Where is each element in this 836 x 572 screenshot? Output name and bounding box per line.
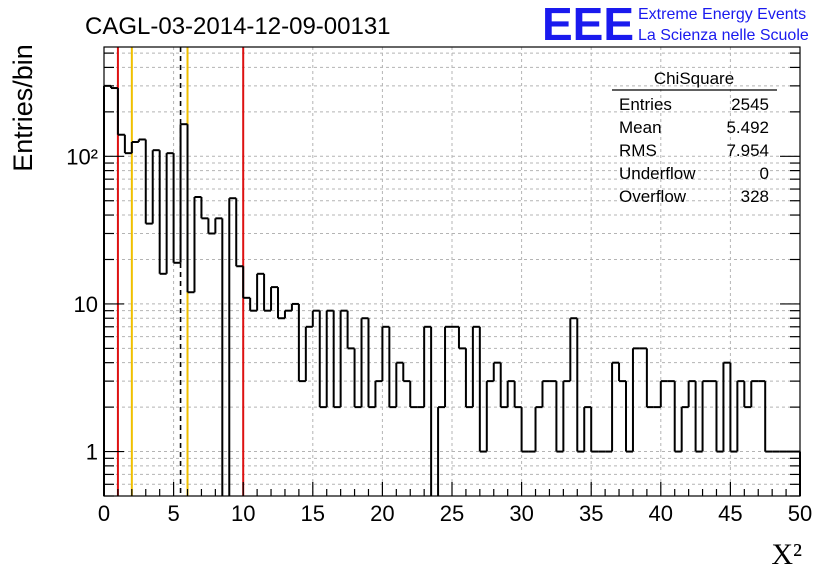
- logo-line-1: Extreme Energy Events: [638, 6, 806, 23]
- grid: [104, 47, 800, 497]
- stats-row-value: 328: [741, 187, 769, 206]
- stats-row-value: 0: [760, 164, 769, 183]
- stats-row-value: 5.492: [726, 118, 769, 137]
- stats-row-value: 7.954: [726, 141, 769, 160]
- x-tick-label: 20: [370, 501, 394, 526]
- x-tick-label: 15: [301, 501, 325, 526]
- y-tick-label: 10: [74, 292, 98, 317]
- stats-box-title: ChiSquare: [654, 69, 734, 88]
- logo-mark: EEE: [542, 0, 634, 50]
- logo-line-2: La Scienza nelle Scuole: [638, 27, 809, 44]
- x-tick-label: 45: [718, 501, 742, 526]
- x-tick-label: 30: [509, 501, 533, 526]
- x-tick-label: 25: [440, 501, 464, 526]
- chart-title: CAGL-03-2014-12-09-00131: [85, 13, 391, 40]
- x-tick-label: 40: [649, 501, 673, 526]
- histogram-series: [103, 84, 801, 496]
- x-tick-labels: 0 5 10 15 20 25 30 35 40 45 50: [98, 501, 812, 526]
- x-tick-label: 10: [231, 501, 255, 526]
- stats-row-label: Mean: [619, 118, 662, 137]
- stats-row-label: Underflow: [619, 164, 696, 183]
- stats-row-label: RMS: [619, 141, 657, 160]
- y-tick-label: 1: [86, 440, 98, 465]
- stats-row-value: 2545: [731, 95, 769, 114]
- stats-box: ChiSquare Entries 2545 Mean 5.492 RMS 7.954 Un…: [612, 69, 777, 206]
- stats-box-rows: Entries 2545 Mean 5.492 RMS 7.954 Underflow 0 Ov…: [619, 95, 769, 206]
- marker-lines: [116, 47, 245, 496]
- x-tick-label: 35: [579, 501, 603, 526]
- stats-row-label: Entries: [619, 95, 672, 114]
- y-axis-label: Entries/bin: [8, 44, 38, 172]
- eee-logo: EEE Extreme Energy Events La Scienza nel…: [542, 0, 809, 50]
- y-tick-label: 10²: [66, 144, 98, 169]
- x-tick-label: 0: [98, 501, 110, 526]
- axis-ticks: [103, 52, 801, 497]
- x-tick-label: 5: [167, 501, 179, 526]
- stats-row-label: Overflow: [619, 187, 687, 206]
- x-tick-label: 50: [788, 501, 812, 526]
- y-tick-labels: 1 10 10²: [66, 144, 98, 464]
- x-axis-label: X²: [771, 538, 802, 571]
